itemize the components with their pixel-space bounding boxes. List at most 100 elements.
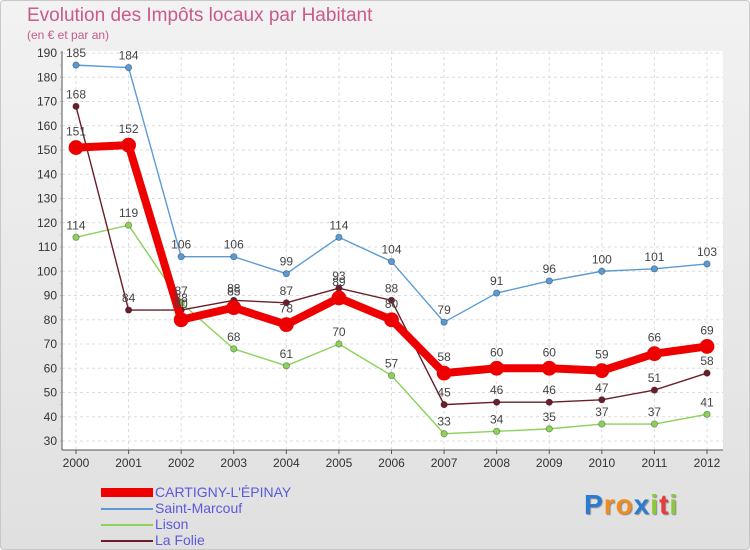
- x-tick-label: 2012: [694, 456, 721, 470]
- data-label-saint-marcouf: 185: [66, 46, 86, 60]
- y-tick-label: 50: [44, 386, 58, 400]
- data-point-lison: [72, 233, 80, 241]
- data-label-lison: 33: [437, 415, 451, 429]
- data-point-la-folie: [440, 401, 448, 409]
- data-label-cartigny-l-pinay: 80: [174, 297, 188, 311]
- data-label-saint-marcouf: 91: [490, 274, 504, 288]
- data-point-lison: [387, 371, 396, 380]
- data-point-saint-marcouf: [72, 61, 80, 69]
- data-label-la-folie: 168: [66, 87, 86, 101]
- data-point-la-folie: [282, 299, 290, 307]
- x-tick-label: 2007: [431, 456, 458, 470]
- x-tick-label: 2008: [483, 456, 510, 470]
- x-tick-label: 2005: [326, 456, 353, 470]
- data-label-saint-marcouf: 79: [437, 303, 451, 317]
- data-point-la-folie: [387, 296, 396, 304]
- data-label-la-folie: 88: [174, 291, 188, 305]
- data-point-cartigny-l-pinay: [699, 339, 715, 354]
- data-label-cartigny-l-pinay: 59: [595, 348, 609, 362]
- data-point-cartigny-l-pinay: [541, 360, 557, 376]
- data-point-lison: [282, 362, 290, 370]
- logo-letter: i: [669, 489, 679, 520]
- x-tick-label: 2006: [378, 456, 405, 470]
- data-point-la-folie: [703, 369, 711, 377]
- data-point-saint-marcouf: [493, 289, 501, 297]
- data-point-lison: [493, 427, 501, 435]
- y-tick-label: 30: [44, 434, 58, 448]
- data-point-cartigny-l-pinay: [384, 312, 399, 328]
- data-point-lison: [650, 420, 659, 428]
- data-label-lison: 57: [385, 357, 399, 371]
- y-tick-label: 150: [37, 143, 57, 157]
- legend-label: La Folie: [155, 532, 205, 548]
- y-tick-label: 80: [44, 313, 58, 327]
- data-label-saint-marcouf: 106: [224, 238, 244, 252]
- data-point-cartigny-l-pinay: [594, 363, 610, 379]
- y-tick-label: 40: [44, 410, 58, 424]
- data-point-lison: [124, 221, 133, 229]
- y-tick-label: 90: [44, 289, 58, 303]
- data-label-la-folie: 88: [227, 281, 241, 295]
- y-tick-label: 180: [37, 70, 57, 84]
- data-label-la-folie: 51: [648, 371, 662, 385]
- data-label-lison: 37: [648, 405, 662, 419]
- data-label-lison: 70: [332, 325, 346, 339]
- data-label-cartigny-l-pinay: 60: [543, 345, 557, 359]
- data-point-saint-marcouf: [703, 260, 711, 268]
- data-label-saint-marcouf: 99: [280, 255, 294, 269]
- chart-title: Evolution des Impôts locaux par Habitant: [27, 5, 373, 26]
- data-point-lison: [230, 345, 238, 353]
- y-tick-label: 170: [37, 95, 57, 109]
- data-point-cartigny-l-pinay: [226, 300, 242, 316]
- data-label-cartigny-l-pinay: 80: [385, 297, 399, 311]
- data-label-lison: 41: [700, 395, 714, 409]
- x-tick-label: 2003: [220, 456, 247, 470]
- data-point-saint-marcouf: [282, 270, 290, 278]
- x-tick-label: 2001: [115, 456, 142, 470]
- chart-series: [68, 61, 715, 438]
- data-point-lison: [598, 420, 606, 428]
- data-label-lison: 114: [66, 218, 85, 232]
- data-label-cartigny-l-pinay: 152: [119, 122, 139, 136]
- y-tick-label: 60: [44, 361, 58, 375]
- data-point-saint-marcouf: [387, 257, 396, 266]
- data-point-cartigny-l-pinay: [647, 346, 662, 362]
- data-label-cartigny-l-pinay: 78: [280, 302, 294, 316]
- data-label-lison: 68: [227, 330, 241, 344]
- legend-swatch: [101, 524, 153, 526]
- data-point-cartigny-l-pinay: [173, 312, 189, 328]
- data-label-la-folie: 88: [385, 281, 399, 295]
- chart-axes: 30 40 50 60 70 80 90 100 110 120 130 140 150 160 170 18…: [37, 46, 723, 470]
- y-tick-label: 160: [37, 119, 57, 133]
- chart-subtitle: (en € et par an): [27, 28, 110, 42]
- data-label-saint-marcouf: 184: [119, 49, 139, 63]
- data-point-saint-marcouf: [177, 253, 185, 261]
- data-point-la-folie: [124, 306, 133, 314]
- data-label-la-folie: 58: [700, 354, 714, 368]
- y-tick-label: 130: [37, 192, 57, 206]
- data-label-la-folie: 45: [437, 386, 451, 400]
- data-label-la-folie: 46: [543, 383, 557, 397]
- x-tick-label: 2009: [536, 456, 563, 470]
- data-label-la-folie: 93: [332, 269, 346, 283]
- data-point-lison: [440, 430, 448, 438]
- logo-letter: r: [603, 489, 616, 520]
- data-point-saint-marcouf: [230, 253, 238, 261]
- logo-letter: P: [584, 489, 604, 520]
- logo-letter: t: [659, 489, 670, 520]
- data-point-saint-marcouf: [335, 233, 343, 241]
- data-label-cartigny-l-pinay: 60: [490, 345, 504, 359]
- data-point-cartigny-l-pinay: [121, 137, 136, 153]
- plot-background: [62, 51, 723, 450]
- data-label-saint-marcouf: 114: [329, 218, 348, 232]
- data-label-saint-marcouf: 101: [644, 250, 664, 264]
- x-tick-label: 2002: [168, 456, 195, 470]
- data-label-cartigny-l-pinay: 69: [700, 323, 714, 337]
- data-label-lison: 87: [174, 284, 188, 298]
- data-label-la-folie: 87: [280, 284, 294, 298]
- y-tick-label: 70: [44, 337, 58, 351]
- x-tick-label: 2000: [63, 456, 90, 470]
- y-tick-label: 140: [37, 167, 57, 181]
- legend-swatch: [101, 508, 153, 510]
